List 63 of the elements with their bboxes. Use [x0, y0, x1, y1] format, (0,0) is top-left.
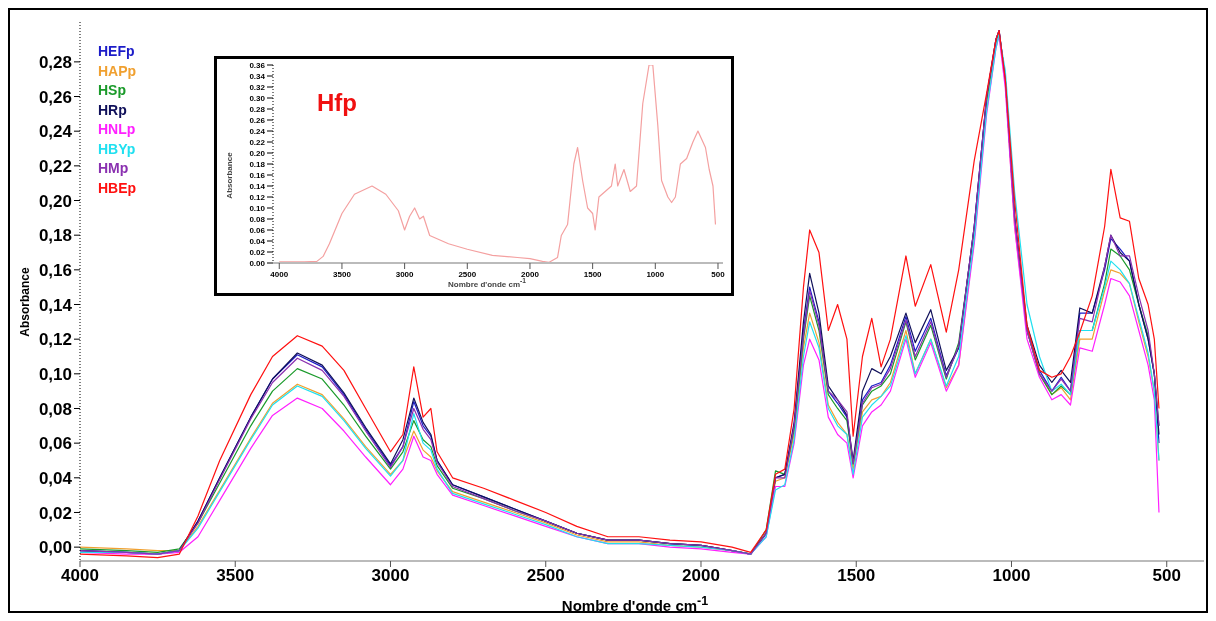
y-tick-label: 0.18	[249, 159, 266, 169]
text: HAPp	[98, 61, 137, 81]
y-tick-label: 0,10	[38, 364, 72, 384]
x-tick-label: 2000	[521, 269, 540, 279]
y-tick-label: 0,06	[38, 434, 72, 454]
y-tick-label: 0,04	[38, 468, 73, 488]
y-tick-label: 0.10	[249, 203, 266, 213]
y-tick-label: 0,24	[38, 122, 73, 142]
y-tick-label: 0,18	[38, 226, 72, 246]
x-axis-title: Nombre d'onde cm$^{-1}$	[446, 277, 528, 289]
x-tick-label: 2000	[682, 566, 720, 586]
x-tick-label: 500	[1152, 566, 1181, 586]
text: HNLp	[98, 120, 137, 139]
x-tick-label: 3500	[333, 269, 352, 279]
x-tick-label: 1000	[646, 269, 665, 279]
x-tick-label: 2500	[526, 566, 565, 586]
x-tick-label: 1500	[583, 269, 603, 279]
y-tick-label: 0.14	[249, 181, 266, 191]
y-tick-label: 0,22	[38, 156, 72, 176]
y-tick-label: 0.28	[249, 104, 266, 114]
y-tick-label: 0.12	[249, 192, 266, 202]
y-tick-label: 0.06	[249, 225, 266, 235]
x-tick-label: 3000	[371, 566, 410, 586]
y-tick-label: 0.16	[249, 170, 266, 180]
x-tick-label: 1500	[837, 566, 876, 586]
y-tick-label: 0,08	[38, 399, 72, 419]
y-tick-label: 0.30	[249, 93, 266, 103]
y-tick-label: 0.04	[249, 236, 266, 246]
x-tick-label: 1000	[992, 566, 1031, 586]
y-tick-label: 0,28	[38, 52, 72, 72]
text: HBYp	[98, 139, 137, 159]
x-tick-label: 4000	[270, 269, 289, 279]
text: HMp	[98, 159, 130, 178]
text: HBEp	[98, 178, 137, 198]
y-tick-label: 0.02	[249, 247, 266, 257]
y-tick-label: 0.24	[249, 126, 266, 136]
y-tick-label: 0.34	[249, 71, 266, 81]
x-axis-title: Nombre d'onde cm$^{-1}$	[560, 594, 710, 614]
text: HRp	[98, 100, 128, 120]
y-tick-label: 0.20	[249, 148, 266, 158]
text: HSp	[98, 81, 127, 100]
x-tick-label: 500	[711, 269, 726, 279]
y-tick-label: 0,16	[38, 260, 72, 280]
y-tick-label: 0,14	[38, 295, 73, 315]
y-tick-label: 0,20	[38, 191, 72, 211]
y-tick-label: 0.08	[249, 214, 266, 224]
y-tick-label: 0.26	[249, 115, 266, 125]
y-tick-label: 0,12	[38, 330, 72, 350]
y-tick-label: 0.32	[249, 82, 266, 92]
y-tick-label: 0,26	[38, 87, 72, 107]
y-axis-title: Absorbance	[18, 266, 32, 339]
y-tick-label: 0.00	[249, 258, 266, 268]
text: HEFp	[98, 42, 136, 61]
y-tick-label: 0,02	[38, 503, 72, 523]
x-tick-label: 3500	[216, 566, 255, 586]
x-tick-label: 3000	[395, 269, 415, 279]
x-tick-label: 4000	[61, 566, 99, 586]
y-tick-label: 0.22	[249, 137, 266, 147]
y-axis-title: Absorbance	[224, 151, 234, 201]
text: Hfp	[317, 89, 357, 117]
x-tick-label: 2500	[458, 269, 477, 279]
y-tick-label: 0,00	[38, 538, 72, 558]
y-tick-label: 0.36	[249, 60, 266, 70]
